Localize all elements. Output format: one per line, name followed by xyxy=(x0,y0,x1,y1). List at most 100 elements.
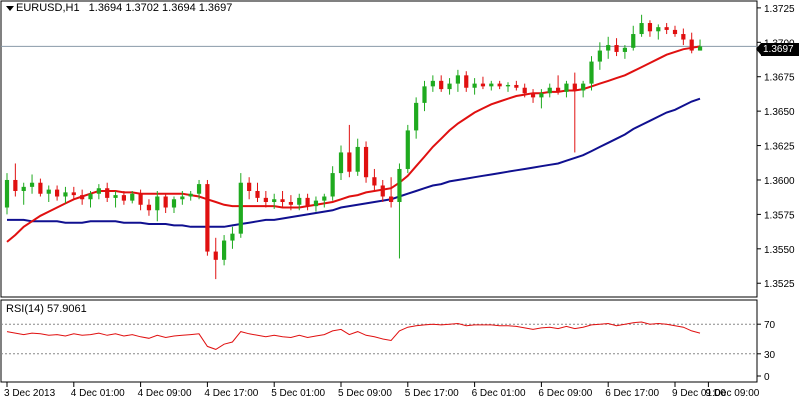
candle xyxy=(439,75,444,92)
candle xyxy=(689,32,694,54)
candle-body xyxy=(656,27,661,32)
candle xyxy=(113,190,118,208)
candle-body xyxy=(547,87,552,94)
candle-body xyxy=(372,177,377,186)
x-tick-label: 4 Dec 17:00 xyxy=(204,388,258,399)
candle xyxy=(222,235,227,266)
candle-body xyxy=(581,83,586,91)
candle xyxy=(21,182,26,205)
candle-body xyxy=(556,87,561,92)
rsi-line xyxy=(6,321,701,350)
candle xyxy=(397,163,402,259)
candle-body xyxy=(689,39,694,51)
candle-body xyxy=(155,196,160,211)
candle xyxy=(96,184,101,200)
candle-body xyxy=(180,196,185,200)
candle-body xyxy=(29,182,35,187)
y-tick-label: 1.3600 xyxy=(764,176,795,187)
candle xyxy=(80,189,85,205)
candle-body xyxy=(614,45,619,52)
candle xyxy=(472,78,477,95)
candle xyxy=(389,177,394,208)
candle xyxy=(489,80,494,91)
candle-body xyxy=(63,192,68,197)
candle-body xyxy=(414,102,419,131)
candle xyxy=(188,190,193,201)
candle xyxy=(138,189,143,211)
candle-body xyxy=(672,29,678,35)
candle xyxy=(71,186,76,200)
candle xyxy=(697,39,703,51)
candle-body xyxy=(631,34,636,48)
y-tick-label: 1.3550 xyxy=(764,245,795,256)
candle-body xyxy=(455,75,460,84)
candle-body xyxy=(505,84,511,87)
candle-body xyxy=(639,23,644,35)
candle-body xyxy=(472,83,477,88)
candle-body xyxy=(572,83,577,91)
rsi-panel-frame xyxy=(0,299,758,383)
candle-body xyxy=(330,173,335,197)
ma-slow-line xyxy=(7,97,701,228)
candle-body xyxy=(188,193,193,197)
candle-body xyxy=(622,47,627,52)
candle-body xyxy=(80,195,85,200)
candle xyxy=(355,138,360,176)
candle xyxy=(322,193,327,208)
candle xyxy=(480,76,486,90)
candle xyxy=(155,190,160,222)
candle-body xyxy=(305,197,310,207)
candle-body xyxy=(397,168,402,203)
candle-body xyxy=(171,199,177,208)
candle xyxy=(547,83,552,98)
candle xyxy=(180,190,185,205)
candle xyxy=(130,190,135,204)
candle-body xyxy=(347,152,352,172)
candle xyxy=(163,193,168,214)
candle xyxy=(530,89,536,103)
current-price-tip xyxy=(756,43,761,55)
candle xyxy=(505,82,511,92)
candle xyxy=(288,195,293,211)
candle-body xyxy=(38,182,43,194)
x-tick-label: 4 Dec 01:00 xyxy=(71,388,125,399)
ohlc-values: 1.3694 1.3702 1.3694 1.3697 xyxy=(88,2,233,14)
x-tick-label: 6 Dec 01:00 xyxy=(472,388,526,399)
candle xyxy=(514,80,519,91)
candle-body xyxy=(597,50,602,62)
candle-body xyxy=(113,195,118,198)
candle xyxy=(4,173,10,215)
candle-body xyxy=(313,200,319,207)
triangle-down-icon[interactable] xyxy=(6,6,14,11)
candle xyxy=(681,28,686,46)
candle-body xyxy=(497,83,502,87)
candle xyxy=(363,141,369,183)
ma-fast-line xyxy=(6,45,701,243)
candle xyxy=(572,72,577,153)
candle-body xyxy=(606,45,611,51)
x-tick-label: 9 Dec 09:00 xyxy=(705,388,759,399)
candle-body xyxy=(146,204,152,211)
current-price-badge: 1.3697 xyxy=(761,43,799,56)
candle-body xyxy=(405,130,410,169)
x-tick-label: 3 Dec 2013 xyxy=(4,388,56,399)
candle xyxy=(656,24,661,40)
x-tick-label: 5 Dec 17:00 xyxy=(405,388,459,399)
candle xyxy=(146,199,152,216)
candle xyxy=(539,89,544,109)
candle xyxy=(497,80,502,90)
candle xyxy=(639,14,644,37)
candle-body xyxy=(238,182,243,234)
candle xyxy=(213,237,218,280)
y-tick-label: 1.3650 xyxy=(764,107,795,118)
candle xyxy=(297,193,302,211)
candle xyxy=(255,182,260,203)
candle-body xyxy=(389,196,394,203)
rsi-tick-label: 30 xyxy=(764,350,776,361)
candle xyxy=(589,56,594,91)
chart-header: EURUSD,H1 1.3694 1.3702 1.3694 1.3697 xyxy=(16,2,232,14)
candle-body xyxy=(589,61,594,84)
candle-body xyxy=(439,80,444,90)
candle-body xyxy=(681,34,686,40)
